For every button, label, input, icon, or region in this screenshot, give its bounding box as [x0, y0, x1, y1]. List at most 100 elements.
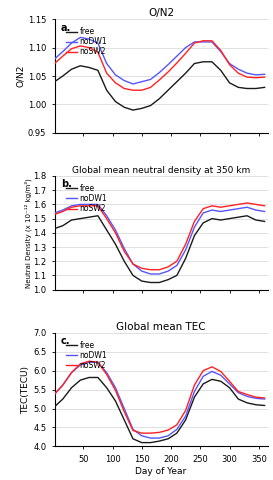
noSW2	[61, 53, 64, 59]
free	[193, 233, 196, 239]
Text: b.: b.	[61, 180, 72, 190]
noDW1	[245, 204, 249, 210]
Legend: free, noDW1, noSW2: free, noDW1, noSW2	[65, 340, 108, 371]
Y-axis label: TEC(TECU): TEC(TECU)	[21, 366, 30, 414]
noDW1	[254, 207, 257, 213]
Text: a.: a.	[61, 23, 71, 33]
noSW2	[114, 80, 117, 86]
free	[237, 214, 240, 220]
noDW1	[263, 209, 266, 215]
free	[61, 223, 64, 228]
free	[219, 68, 222, 73]
noSW2	[53, 212, 56, 217]
free	[79, 216, 82, 221]
noDW1	[70, 370, 73, 375]
noSW2	[140, 430, 143, 436]
noDW1	[123, 246, 126, 252]
noSW2	[254, 75, 257, 81]
Line: free: free	[55, 377, 265, 443]
noDW1	[87, 360, 91, 365]
free	[237, 396, 240, 402]
noDW1	[114, 72, 117, 78]
noSW2	[96, 49, 100, 55]
noSW2	[184, 241, 187, 247]
noSW2	[237, 202, 240, 207]
free	[96, 68, 100, 73]
noSW2	[228, 62, 231, 68]
free	[140, 440, 143, 445]
noDW1	[131, 426, 135, 432]
noDW1	[254, 396, 257, 401]
free	[140, 106, 143, 111]
noSW2	[175, 258, 179, 264]
noSW2	[210, 38, 213, 44]
free	[245, 85, 249, 91]
noSW2	[175, 422, 179, 428]
free	[131, 107, 135, 113]
noDW1	[237, 206, 240, 212]
free	[167, 277, 170, 283]
noDW1	[158, 70, 161, 75]
free	[70, 385, 73, 391]
noDW1	[245, 70, 249, 76]
free	[114, 99, 117, 105]
noSW2	[167, 69, 170, 75]
noSW2	[87, 45, 91, 50]
free	[123, 417, 126, 423]
noDW1	[210, 207, 213, 213]
noSW2	[123, 85, 126, 91]
noSW2	[149, 267, 152, 273]
noSW2	[158, 77, 161, 83]
noSW2	[201, 368, 205, 373]
noDW1	[123, 78, 126, 84]
noSW2	[228, 203, 231, 209]
noSW2	[96, 360, 100, 365]
noDW1	[140, 433, 143, 439]
free	[210, 59, 213, 65]
noSW2	[219, 204, 222, 210]
X-axis label: Day of Year: Day of Year	[135, 467, 187, 476]
Line: noSW2: noSW2	[55, 361, 265, 433]
noDW1	[175, 426, 179, 432]
noDW1	[254, 72, 257, 78]
free	[167, 436, 170, 442]
noSW2	[149, 84, 152, 90]
noSW2	[263, 203, 266, 209]
noSW2	[210, 364, 213, 370]
free	[245, 400, 249, 406]
noSW2	[70, 370, 73, 375]
Y-axis label: Neutral Density (x 10⁻¹² kg/m³): Neutral Density (x 10⁻¹² kg/m³)	[24, 178, 32, 288]
noDW1	[210, 39, 213, 45]
noDW1	[96, 202, 100, 207]
free	[193, 394, 196, 400]
free	[53, 226, 56, 231]
free	[175, 79, 179, 84]
noSW2	[201, 206, 205, 212]
free	[228, 385, 231, 391]
free	[105, 87, 108, 93]
free	[79, 63, 82, 69]
free	[140, 278, 143, 284]
noSW2	[61, 209, 64, 215]
noSW2	[61, 382, 64, 388]
free	[184, 255, 187, 261]
noSW2	[263, 74, 266, 80]
Line: noDW1: noDW1	[55, 204, 265, 274]
noSW2	[245, 74, 249, 80]
free	[201, 381, 205, 387]
noSW2	[193, 40, 196, 46]
noDW1	[79, 202, 82, 207]
noSW2	[96, 203, 100, 209]
free	[96, 213, 100, 218]
noDW1	[228, 381, 231, 387]
noDW1	[210, 369, 213, 374]
Line: noSW2: noSW2	[55, 41, 265, 90]
free	[263, 84, 266, 90]
noDW1	[184, 45, 187, 50]
noSW2	[158, 267, 161, 273]
noSW2	[254, 394, 257, 400]
Title: Global mean neutral density at 350 km: Global mean neutral density at 350 km	[72, 166, 250, 175]
noDW1	[158, 435, 161, 441]
noDW1	[105, 60, 108, 66]
free	[87, 214, 91, 220]
